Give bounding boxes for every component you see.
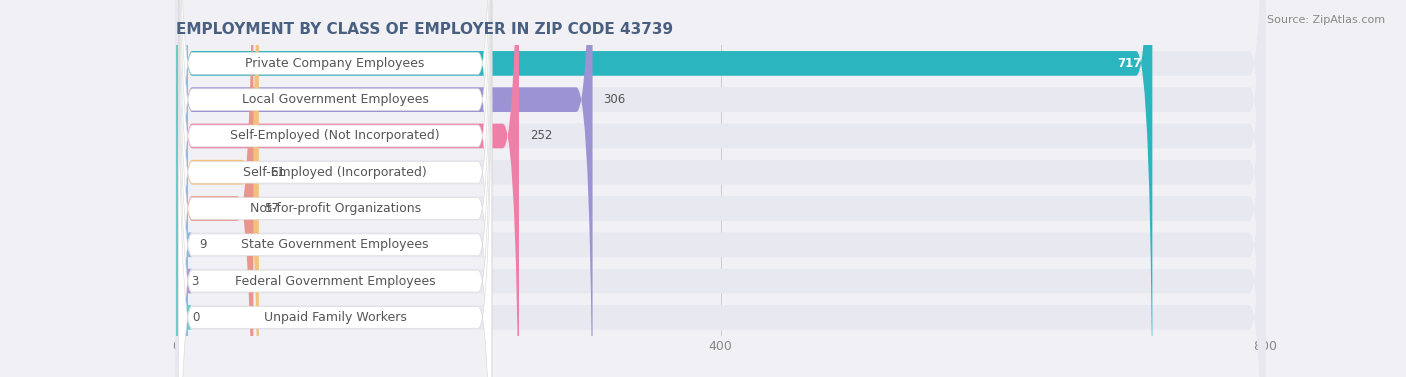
FancyBboxPatch shape	[179, 0, 492, 377]
Text: 252: 252	[530, 129, 553, 143]
Text: Private Company Employees: Private Company Employees	[246, 57, 425, 70]
Text: 9: 9	[198, 238, 207, 251]
FancyBboxPatch shape	[179, 0, 492, 377]
FancyBboxPatch shape	[176, 0, 1265, 377]
FancyBboxPatch shape	[176, 0, 1265, 377]
FancyBboxPatch shape	[163, 0, 193, 377]
Text: Self-Employed (Incorporated): Self-Employed (Incorporated)	[243, 166, 427, 179]
Text: 57: 57	[264, 202, 280, 215]
FancyBboxPatch shape	[179, 0, 492, 377]
FancyBboxPatch shape	[176, 0, 1265, 377]
Text: Unpaid Family Workers: Unpaid Family Workers	[264, 311, 406, 324]
Text: 306: 306	[603, 93, 626, 106]
FancyBboxPatch shape	[176, 0, 1265, 377]
FancyBboxPatch shape	[176, 0, 259, 377]
FancyBboxPatch shape	[172, 0, 193, 377]
Text: Not-for-profit Organizations: Not-for-profit Organizations	[249, 202, 420, 215]
Text: Local Government Employees: Local Government Employees	[242, 93, 429, 106]
Text: State Government Employees: State Government Employees	[242, 238, 429, 251]
Text: 717: 717	[1118, 57, 1142, 70]
Text: Source: ZipAtlas.com: Source: ZipAtlas.com	[1267, 15, 1385, 25]
FancyBboxPatch shape	[176, 0, 1265, 377]
FancyBboxPatch shape	[179, 0, 492, 377]
FancyBboxPatch shape	[176, 0, 1153, 377]
FancyBboxPatch shape	[176, 0, 592, 377]
Text: 3: 3	[191, 274, 198, 288]
FancyBboxPatch shape	[179, 0, 492, 377]
FancyBboxPatch shape	[176, 0, 1265, 377]
Text: Federal Government Employees: Federal Government Employees	[235, 274, 436, 288]
Text: 0: 0	[193, 311, 200, 324]
Text: Self-Employed (Not Incorporated): Self-Employed (Not Incorporated)	[231, 129, 440, 143]
FancyBboxPatch shape	[179, 0, 492, 377]
FancyBboxPatch shape	[176, 0, 1265, 377]
FancyBboxPatch shape	[176, 0, 1265, 377]
FancyBboxPatch shape	[179, 0, 492, 377]
FancyBboxPatch shape	[176, 0, 253, 377]
FancyBboxPatch shape	[160, 0, 193, 377]
Text: 61: 61	[270, 166, 285, 179]
Text: EMPLOYMENT BY CLASS OF EMPLOYER IN ZIP CODE 43739: EMPLOYMENT BY CLASS OF EMPLOYER IN ZIP C…	[176, 22, 673, 37]
FancyBboxPatch shape	[179, 0, 492, 377]
FancyBboxPatch shape	[176, 0, 519, 377]
